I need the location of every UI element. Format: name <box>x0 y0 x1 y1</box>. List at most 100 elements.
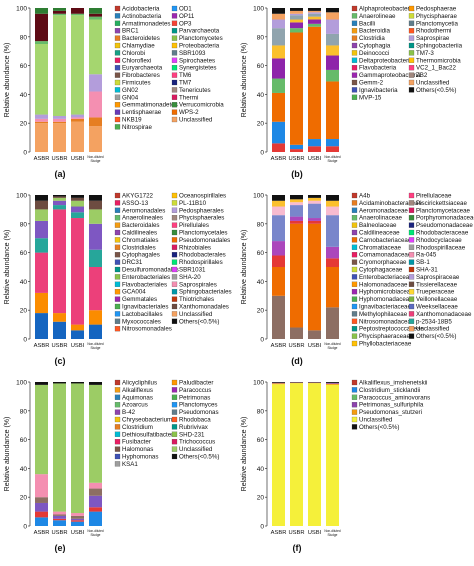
legend-swatch <box>351 13 358 19</box>
legend-label: Nitrosomonadaceae <box>359 318 415 325</box>
legend-swatch <box>114 416 121 423</box>
legend-swatch <box>114 229 121 236</box>
bar-segment <box>71 195 84 198</box>
legend-swatch <box>114 207 121 213</box>
bar-segment <box>272 78 285 93</box>
bar-segment <box>89 267 102 311</box>
legend-swatch <box>171 318 178 324</box>
panel-label: (c) <box>55 356 66 366</box>
legend-label: Armatimonadetes <box>122 20 171 27</box>
legend-swatch <box>408 72 415 78</box>
legend-label: Planctomycetia <box>416 20 459 27</box>
bar-segment <box>272 295 285 339</box>
legend-label: Xanthomonadaceae <box>416 311 472 318</box>
legend-label: Ignavibacteriales <box>122 304 168 311</box>
bar-segment <box>290 10 303 14</box>
legend-swatch <box>171 402 178 408</box>
legend-swatch <box>114 252 121 258</box>
x-tick-label: USBR <box>51 156 67 162</box>
bar-segment <box>272 19 285 29</box>
bar-segment <box>326 215 339 247</box>
legend-label: Rhodocyclaceae <box>416 237 462 244</box>
legend-label: Gemm-2 <box>359 80 384 87</box>
legend-swatch <box>351 416 358 423</box>
legend-swatch <box>114 192 121 199</box>
legend-swatch <box>408 35 415 41</box>
bar-segment <box>308 203 321 219</box>
legend-swatch <box>351 207 358 213</box>
bar-segment <box>35 474 48 498</box>
bar-segment <box>71 13 84 16</box>
legend-swatch <box>351 28 358 34</box>
legend-swatch <box>171 439 178 445</box>
legend-label: Trueperaceae <box>416 289 455 296</box>
bar-segment <box>308 223 321 331</box>
legend-label: Thiotrichales <box>179 296 214 303</box>
bar-segment <box>53 121 66 124</box>
legend-label: SHA-20 <box>179 274 201 281</box>
legend-label: Anaerolinaceae <box>359 215 403 222</box>
legend-swatch <box>171 379 178 386</box>
legend-swatch <box>351 259 358 265</box>
legend-swatch <box>408 5 415 12</box>
legend-swatch <box>171 102 178 108</box>
x-tick-label: USBR <box>288 343 304 349</box>
legend-swatch <box>351 281 358 287</box>
legend-swatch <box>351 394 358 400</box>
legend-swatch <box>351 35 358 41</box>
legend-swatch <box>351 311 358 317</box>
legend-swatch <box>408 274 415 280</box>
legend-label: MVP-15 <box>359 94 382 101</box>
legend-label: ASSO-13 <box>122 200 149 207</box>
legend-label: Hyphomonas <box>122 454 158 461</box>
y-tick-label: 60 <box>20 437 28 444</box>
bar-segment <box>89 74 102 92</box>
legend-swatch <box>351 274 358 280</box>
y-tick-label: 40 <box>257 466 265 473</box>
legend-label: Dethiosulfatibacter <box>122 431 173 438</box>
legend-label: Hyphomicrobiaceae <box>359 289 414 296</box>
legend-swatch <box>351 303 358 310</box>
legend-swatch <box>114 394 121 400</box>
y-tick-label: 20 <box>257 308 265 315</box>
legend-swatch <box>351 87 358 93</box>
bar-segment <box>53 196 66 198</box>
bar-segment <box>290 15 303 20</box>
bar-segment <box>326 382 339 383</box>
legend-swatch <box>114 259 121 265</box>
x-tick-label: Non-diluted <box>324 529 341 533</box>
bar-segment <box>35 200 48 210</box>
legend-label: Paracoccus_aminovorans <box>359 394 430 401</box>
x-tick-label: USBI <box>71 156 85 162</box>
y-tick-label: 100 <box>16 193 27 200</box>
bar-segment <box>308 146 321 152</box>
bar-segment <box>89 310 102 325</box>
legend-swatch <box>171 289 178 295</box>
legend-swatch <box>408 20 415 26</box>
legend-label: Synergistetes <box>179 65 217 72</box>
legend-swatch <box>114 424 121 430</box>
bar-segment <box>290 22 303 29</box>
legend-label: VC2_1_Bac22 <box>416 65 456 72</box>
bar-segment <box>53 123 66 152</box>
legend-label: Bacilli <box>359 20 375 27</box>
legend-label: BRC1 <box>122 28 139 35</box>
panel-label: (f) <box>293 543 302 553</box>
bar-segment <box>89 488 102 496</box>
legend-swatch <box>114 13 121 19</box>
legend-swatch <box>351 326 358 332</box>
x-tick-label: Sludge <box>328 533 338 537</box>
bar-segment <box>35 517 48 526</box>
legend-label: Others(<0.5%) <box>359 424 399 431</box>
legend-label: Pedosphaerales <box>179 207 224 214</box>
x-tick-label: USBR <box>51 530 67 536</box>
legend-swatch <box>351 333 358 339</box>
legend-swatch <box>171 79 178 86</box>
x-tick-label: USBI <box>308 156 322 162</box>
y-tick-label: 100 <box>253 193 264 200</box>
legend-swatch <box>351 42 358 49</box>
x-tick-label: USBR <box>288 156 304 162</box>
bar-segment <box>89 209 102 224</box>
legend-label: Caldilineaceae <box>359 230 400 237</box>
legend-label: Unclassified <box>179 446 213 453</box>
